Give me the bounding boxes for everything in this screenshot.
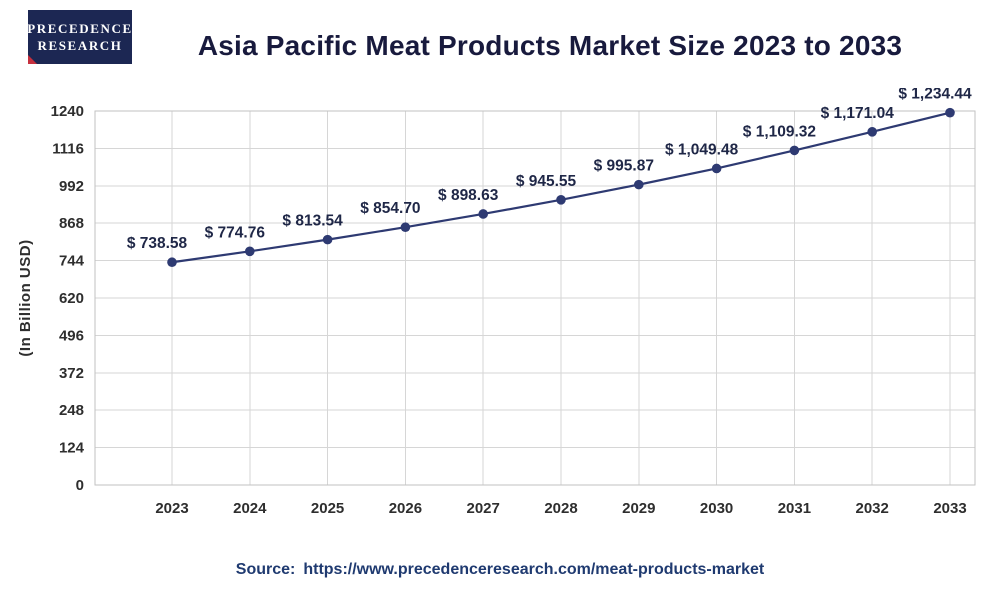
y-tick-label: 992: [59, 178, 84, 195]
data-point: [245, 246, 255, 257]
precedence-research-logo: PRECEDENCE RESEARCH: [27, 10, 133, 64]
data-point: [867, 126, 877, 137]
data-label: $ 1,049.48: [665, 141, 739, 158]
y-tick-label: 1116: [52, 140, 84, 157]
x-tick-label: 2033: [933, 500, 966, 517]
x-tick-label: 2030: [700, 500, 733, 517]
data-point: [789, 145, 800, 156]
data-point: [478, 209, 489, 219]
y-tick-label: 124: [59, 440, 85, 457]
data-point: [945, 107, 955, 118]
chart-area: 0 124 248 372 496 620 744 868 992 1116 1240 2023 202…: [0, 86, 1000, 530]
data-point: [556, 195, 566, 205]
y-tick-label: 868: [59, 215, 84, 232]
x-tick-label: 2028: [544, 500, 577, 517]
x-tick-label: 2029: [622, 500, 655, 517]
data-point: [711, 163, 722, 174]
source-line: Source: https://www.precedenceresearch.co…: [0, 561, 1000, 579]
logo-line-2: RESEARCH: [37, 38, 123, 53]
data-label: $ 774.76: [205, 224, 266, 241]
data-label: $ 1,171.04: [821, 105, 895, 122]
data-label: $ 995.87: [594, 158, 654, 175]
y-axis-title: (In Billion USD): [17, 239, 34, 356]
y-tick-label: 0: [76, 477, 84, 494]
data-label: $ 1,109.32: [743, 123, 816, 140]
x-tick-label: 2023: [155, 500, 188, 517]
data-label: $ 738.58: [127, 235, 188, 252]
data-label: $ 1,234.44: [898, 88, 972, 103]
logo-line-1: PRECEDENCE: [27, 21, 133, 36]
plot-border: [94, 110, 976, 486]
data-label: $ 854.70: [360, 200, 420, 217]
x-tick-label: 2024: [233, 500, 267, 517]
y-tick-label: 496: [59, 327, 84, 344]
y-tick-label: 620: [59, 290, 84, 307]
data-label: $ 945.55: [516, 173, 577, 190]
data-point: [400, 222, 411, 233]
x-tick-label: 2032: [856, 500, 889, 517]
x-tick-label: 2025: [311, 500, 344, 517]
y-tick-label: 1240: [51, 103, 84, 120]
x-tick-label: 2026: [389, 500, 422, 517]
source-url-link[interactable]: https://www.precedenceresearch.com/meat-…: [303, 561, 765, 578]
data-point: [167, 257, 177, 268]
source-prefix: Source:: [235, 561, 296, 578]
data-point: [634, 179, 644, 190]
data-label: $ 813.54: [282, 213, 343, 230]
logo-accent: [28, 55, 37, 64]
y-tick-label: 248: [59, 402, 84, 419]
x-tick-label: 2027: [467, 500, 500, 517]
chart-title: Asia Pacific Meat Products Market Size 2…: [197, 30, 903, 61]
x-tick-label: 2031: [778, 500, 811, 517]
data-point: [322, 234, 333, 245]
y-tick-label: 744: [59, 253, 85, 270]
line-chart-svg: 0 124 248 372 496 620 744 868 992 1116 1240 2023 202…: [17, 86, 976, 517]
data-label: $ 898.63: [438, 187, 499, 204]
y-tick-label: 372: [59, 365, 84, 382]
